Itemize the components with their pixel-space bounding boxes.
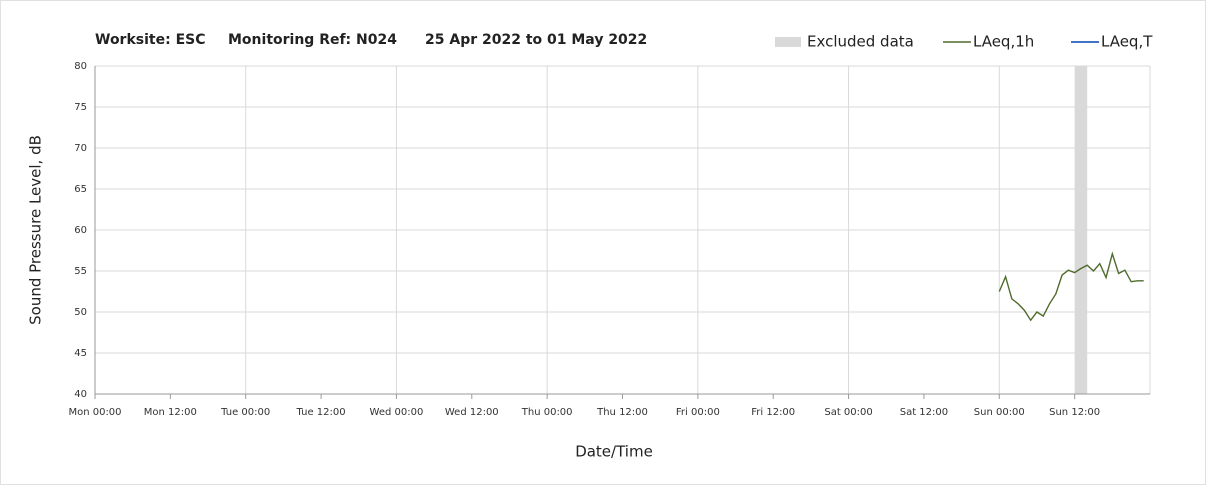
x-axis-label: Date/Time <box>575 443 653 461</box>
x-tick-label: Mon 12:00 <box>144 407 197 418</box>
legend-swatch <box>775 37 801 47</box>
x-tick-label: Wed 00:00 <box>370 407 424 418</box>
x-tick-label: Fri 12:00 <box>751 407 795 418</box>
y-tick-label: 50 <box>74 307 87 318</box>
y-tick-label: 80 <box>74 61 87 72</box>
x-tick-label: Wed 12:00 <box>445 407 499 418</box>
legend-label: LAeq,1h <box>973 33 1034 51</box>
y-tick-label: 70 <box>74 143 87 154</box>
data-line <box>998 251 1144 322</box>
x-tick-label: Tue 00:00 <box>220 407 270 418</box>
x-tick-label: Sun 00:00 <box>974 407 1025 418</box>
y-axis-label: Sound Pressure Level, dB <box>27 135 45 325</box>
y-tick-label: 65 <box>74 184 87 195</box>
x-tick-label: Mon 00:00 <box>68 407 121 418</box>
chart-title: Worksite: ESC <box>95 32 206 48</box>
chart-title: Monitoring Ref: N024 <box>228 32 397 48</box>
y-tick-label: 60 <box>74 225 87 236</box>
y-tick-label: 55 <box>74 266 87 277</box>
y-tick-label: 45 <box>74 348 87 359</box>
y-tick-label: 75 <box>74 102 87 113</box>
x-tick-label: Sat 00:00 <box>824 407 872 418</box>
x-tick-label: Thu 00:00 <box>521 407 573 418</box>
x-tick-label: Sat 12:00 <box>900 407 948 418</box>
legend-label: LAeq,T <box>1101 33 1153 51</box>
x-tick-label: Fri 00:00 <box>676 407 720 418</box>
x-tick-label: Thu 12:00 <box>596 407 648 418</box>
y-tick-label: 40 <box>74 389 87 400</box>
chart-title: 25 Apr 2022 to 01 May 2022 <box>425 32 647 48</box>
x-tick-label: Sun 12:00 <box>1049 407 1100 418</box>
legend-label: Excluded data <box>807 33 914 51</box>
x-tick-label: Tue 12:00 <box>296 407 346 418</box>
